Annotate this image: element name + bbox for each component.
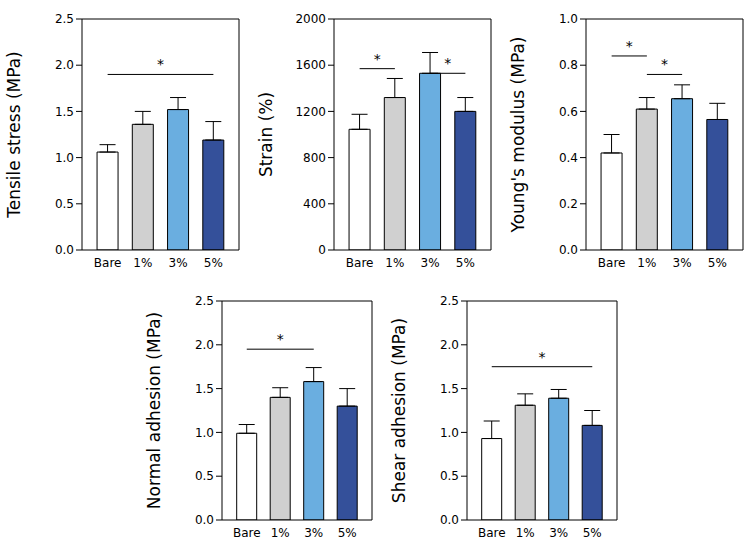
svg-text:1%: 1% (385, 256, 404, 270)
svg-text:*: * (157, 56, 164, 72)
svg-text:Young's modulus (MPa): Young's modulus (MPa) (508, 37, 528, 234)
svg-text:*: * (277, 331, 284, 347)
svg-text:5%: 5% (204, 256, 223, 270)
svg-text:2.0: 2.0 (195, 338, 214, 352)
svg-text:0.5: 0.5 (195, 469, 214, 483)
svg-text:2.0: 2.0 (55, 58, 74, 72)
svg-text:*: * (661, 56, 668, 72)
svg-text:3%: 3% (304, 526, 323, 540)
svg-text:Strain (%): Strain (%) (256, 92, 276, 177)
svg-text:400: 400 (303, 197, 326, 211)
svg-text:2.5: 2.5 (55, 12, 74, 26)
svg-text:2.5: 2.5 (195, 294, 214, 308)
svg-text:Normal adhesion (MPa): Normal adhesion (MPa) (144, 312, 164, 509)
svg-text:0.0: 0.0 (559, 243, 578, 257)
svg-text:5%: 5% (456, 256, 475, 270)
svg-text:Bare: Bare (94, 256, 122, 270)
svg-text:1%: 1% (637, 256, 656, 270)
svg-text:1%: 1% (133, 256, 152, 270)
svg-text:5%: 5% (583, 526, 602, 540)
svg-text:0: 0 (318, 243, 326, 257)
svg-text:1.0: 1.0 (440, 426, 459, 440)
svg-text:3%: 3% (421, 256, 440, 270)
svg-text:Bare: Bare (233, 526, 261, 540)
svg-text:1.5: 1.5 (55, 105, 74, 119)
svg-text:*: * (626, 38, 633, 54)
svg-text:0.5: 0.5 (440, 469, 459, 483)
svg-text:5%: 5% (708, 256, 727, 270)
svg-text:3%: 3% (549, 526, 568, 540)
svg-text:Bare: Bare (346, 256, 374, 270)
svg-text:0.0: 0.0 (195, 513, 214, 527)
svg-text:0.8: 0.8 (559, 58, 578, 72)
svg-text:1.0: 1.0 (559, 12, 578, 26)
svg-text:2000: 2000 (295, 12, 326, 26)
svg-text:5%: 5% (338, 526, 357, 540)
svg-text:1600: 1600 (295, 58, 326, 72)
svg-text:0.6: 0.6 (559, 105, 578, 119)
svg-text:1%: 1% (271, 526, 290, 540)
svg-text:*: * (374, 51, 381, 67)
svg-text:1.0: 1.0 (55, 151, 74, 165)
svg-text:2.5: 2.5 (440, 294, 459, 308)
svg-text:0.0: 0.0 (440, 513, 459, 527)
svg-text:Bare: Bare (478, 526, 506, 540)
svg-text:1%: 1% (516, 526, 535, 540)
svg-text:*: * (539, 349, 546, 365)
svg-text:*: * (444, 55, 451, 71)
svg-text:1.0: 1.0 (195, 426, 214, 440)
svg-text:Bare: Bare (598, 256, 626, 270)
svg-text:1.5: 1.5 (195, 382, 214, 396)
svg-text:3%: 3% (673, 256, 692, 270)
svg-text:0.0: 0.0 (55, 243, 74, 257)
svg-text:Tensile stress (MPa): Tensile stress (MPa) (8, 51, 24, 218)
svg-text:800: 800 (303, 151, 326, 165)
svg-text:1200: 1200 (295, 105, 326, 119)
svg-text:0.5: 0.5 (55, 197, 74, 211)
svg-text:1.5: 1.5 (440, 382, 459, 396)
svg-text:0.2: 0.2 (559, 197, 578, 211)
svg-text:Shear adhesion (MPa): Shear adhesion (MPa) (389, 318, 409, 503)
svg-text:0.4: 0.4 (559, 151, 578, 165)
svg-text:2.0: 2.0 (440, 338, 459, 352)
svg-text:3%: 3% (169, 256, 188, 270)
